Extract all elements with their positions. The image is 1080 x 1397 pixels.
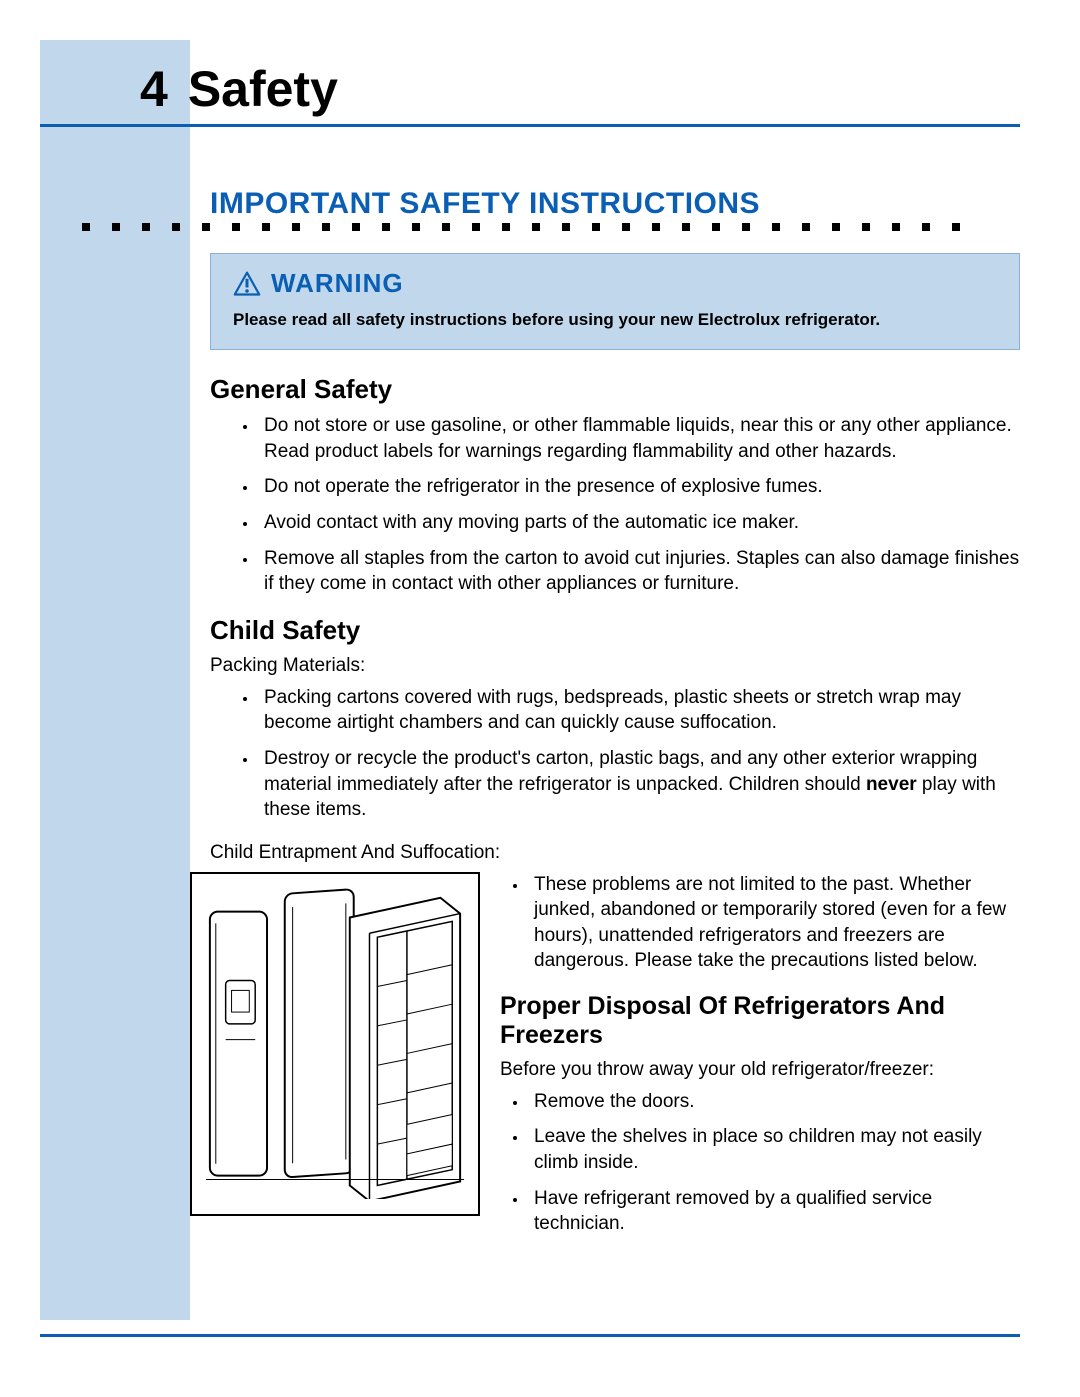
list-item: These problems are not limited to the pa… [528,872,1020,975]
chapter-title: Safety [188,60,338,118]
list-item: Destroy or recycle the product's carton,… [258,746,1020,823]
general-safety-list: Do not store or use gasoline, or other f… [210,413,1020,597]
list-item: Leave the shelves in place so children m… [528,1124,1020,1175]
disposal-list: Remove the doors. Leave the shelves in p… [500,1089,1020,1237]
list-item: Do not store or use gasoline, or other f… [258,413,1020,464]
list-item: Remove the doors. [528,1089,1020,1115]
footer-rule [40,1334,1020,1337]
section-title: Important Safety Instructions [210,187,1020,221]
disposal-intro: Before you throw away your old refrigera… [500,1058,1020,1083]
warning-label: WARNING [271,268,404,299]
warning-header: WARNING [233,268,997,299]
figure-and-text-row: These problems are not limited to the pa… [210,872,1020,1255]
warning-triangle-icon [233,270,261,298]
disposal-heading: Proper Disposal Of Refrigerators And Fre… [500,992,1020,1050]
page-header: 4 Safety [40,40,1020,127]
wrap-column: These problems are not limited to the pa… [500,872,1020,1255]
list-item: Have refrigerant removed by a qualified … [528,1186,1020,1237]
entrapment-label: Child Entrapment And Suffocation: [210,841,1020,866]
list-item: Remove all staples from the carton to av… [258,546,1020,597]
child-safety-heading: Child Safety [210,615,1020,646]
fridge-line-drawing-icon [202,884,468,1199]
page-number: 4 [140,60,168,118]
list-item: Do not operate the refrigerator in the p… [258,474,1020,500]
list-item: Packing cartons covered with rugs, bedsp… [258,685,1020,736]
page: 4 Safety Important Safety Instructions W… [0,0,1080,1397]
entrapment-list: These problems are not limited to the pa… [500,872,1020,975]
list-item: Avoid contact with any moving parts of t… [258,510,1020,536]
dot-leader [82,223,1020,231]
packing-materials-list: Packing cartons covered with rugs, bedsp… [210,685,1020,823]
main-content: Important Safety Instructions WARNING Pl… [40,127,1020,1255]
warning-text: Please read all safety instructions befo… [233,309,997,331]
general-safety-heading: General Safety [210,374,1020,405]
fridge-disposal-figure [190,872,480,1216]
packing-materials-label: Packing Materials: [210,654,1020,679]
warning-box: WARNING Please read all safety instructi… [210,253,1020,350]
